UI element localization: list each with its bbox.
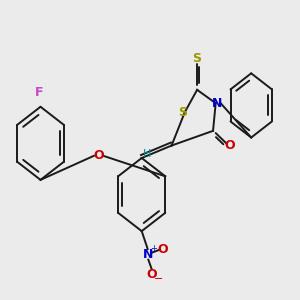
Text: −: − xyxy=(154,274,163,284)
Text: N: N xyxy=(142,248,153,261)
Text: O: O xyxy=(224,139,235,152)
Text: H: H xyxy=(143,149,152,159)
Text: S: S xyxy=(178,106,187,118)
Text: +: + xyxy=(150,244,157,253)
Text: S: S xyxy=(193,52,202,65)
Text: O: O xyxy=(93,149,104,162)
Text: F: F xyxy=(34,86,43,99)
Text: N: N xyxy=(212,97,223,110)
Text: O: O xyxy=(146,268,157,281)
Text: O: O xyxy=(157,243,168,256)
